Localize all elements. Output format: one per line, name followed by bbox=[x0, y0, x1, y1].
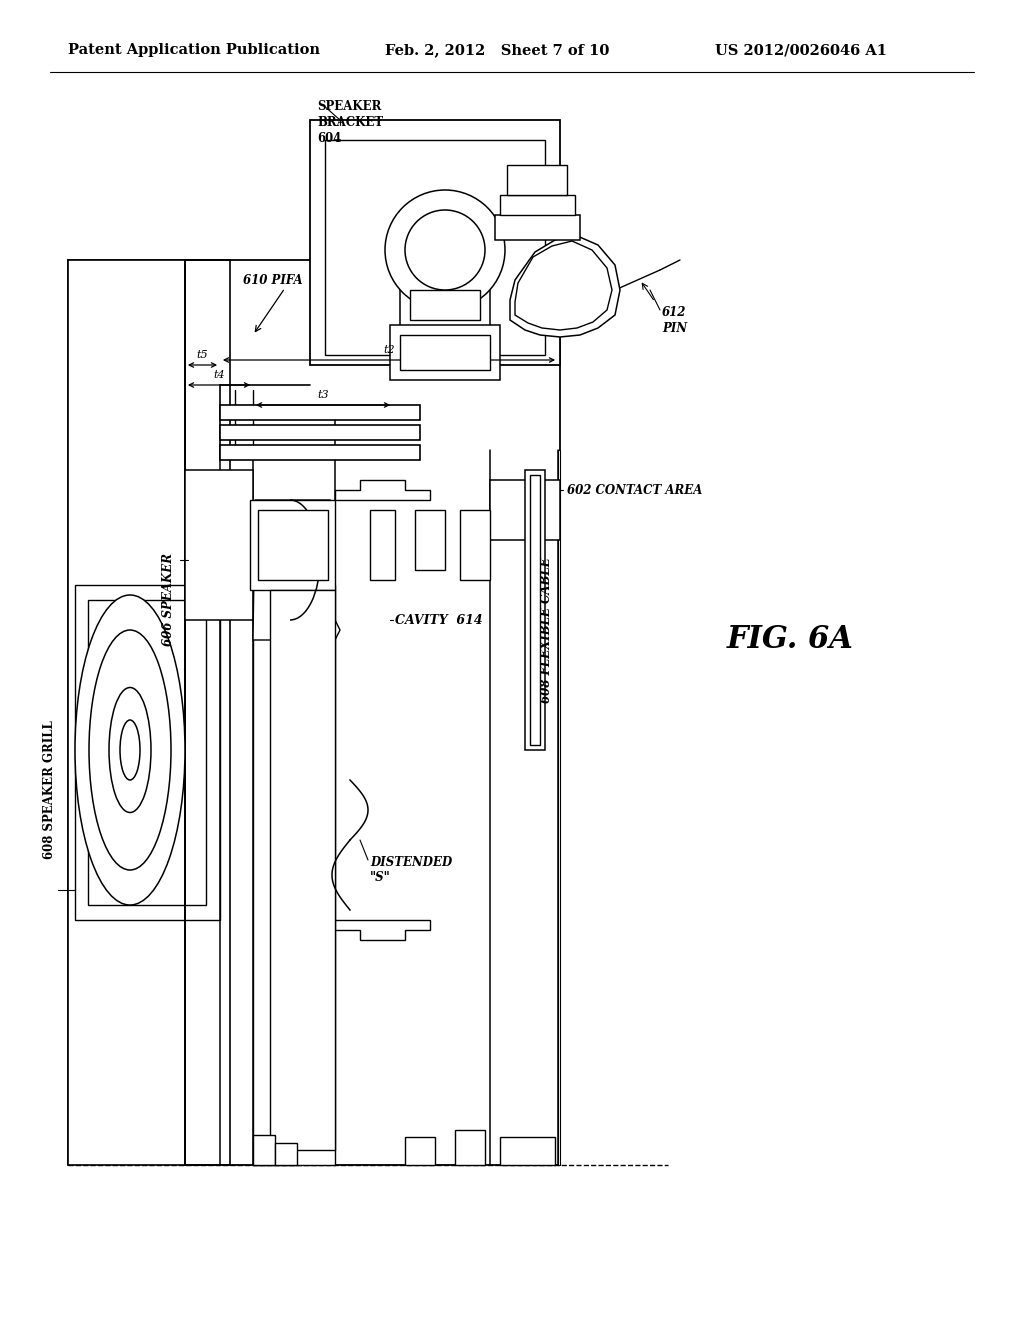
Text: SPEAKER
BRACKET
604: SPEAKER BRACKET 604 bbox=[317, 100, 383, 145]
Text: US 2012/0026046 A1: US 2012/0026046 A1 bbox=[715, 44, 887, 57]
Bar bbox=[75, 585, 220, 920]
Bar bbox=[310, 120, 560, 366]
Polygon shape bbox=[370, 510, 395, 579]
Text: CAVITY  614: CAVITY 614 bbox=[395, 614, 482, 627]
Text: t4: t4 bbox=[213, 370, 225, 380]
Bar bbox=[500, 195, 575, 215]
Polygon shape bbox=[510, 235, 620, 337]
Text: t5: t5 bbox=[197, 350, 208, 360]
Bar bbox=[406, 1137, 435, 1166]
Bar bbox=[525, 470, 545, 750]
Text: 606 SPEAKER: 606 SPEAKER bbox=[162, 553, 175, 647]
Bar bbox=[270, 590, 335, 1150]
Polygon shape bbox=[335, 480, 430, 500]
Text: 610 PIFA: 610 PIFA bbox=[244, 273, 303, 286]
Text: 602 CONTACT AREA: 602 CONTACT AREA bbox=[567, 483, 702, 496]
Bar bbox=[325, 140, 545, 355]
Text: t2: t2 bbox=[383, 345, 395, 355]
Text: 608 SPEAKER GRILL: 608 SPEAKER GRILL bbox=[43, 721, 56, 859]
Bar bbox=[558, 450, 560, 1166]
Bar bbox=[530, 475, 540, 744]
Text: DISTENDED
"S": DISTENDED "S" bbox=[370, 855, 453, 884]
Bar bbox=[400, 280, 490, 330]
Bar bbox=[275, 1143, 297, 1166]
Bar bbox=[253, 1135, 275, 1166]
Bar bbox=[490, 480, 560, 540]
Circle shape bbox=[406, 210, 485, 290]
Bar bbox=[390, 325, 500, 380]
Polygon shape bbox=[253, 500, 340, 640]
Polygon shape bbox=[185, 470, 253, 620]
Text: t3: t3 bbox=[317, 389, 329, 400]
Bar bbox=[253, 585, 335, 1166]
Bar bbox=[185, 260, 560, 1166]
Polygon shape bbox=[515, 242, 612, 330]
Bar bbox=[500, 1137, 555, 1166]
Bar bbox=[88, 601, 206, 906]
Bar bbox=[220, 425, 420, 440]
Text: FIG. 6A: FIG. 6A bbox=[727, 624, 853, 656]
Bar bbox=[220, 405, 420, 420]
Bar bbox=[410, 290, 480, 319]
Ellipse shape bbox=[75, 595, 185, 906]
Polygon shape bbox=[460, 510, 490, 579]
Ellipse shape bbox=[89, 630, 171, 870]
Ellipse shape bbox=[109, 688, 151, 813]
Text: 608 FLEXIBLE CABLE: 608 FLEXIBLE CABLE bbox=[540, 557, 553, 702]
Bar bbox=[495, 215, 580, 240]
Text: Patent Application Publication: Patent Application Publication bbox=[68, 44, 319, 57]
Bar bbox=[258, 510, 328, 579]
Text: 612
PIN: 612 PIN bbox=[662, 305, 687, 334]
Circle shape bbox=[385, 190, 505, 310]
Bar bbox=[220, 445, 420, 459]
Polygon shape bbox=[335, 920, 430, 940]
Text: Feb. 2, 2012   Sheet 7 of 10: Feb. 2, 2012 Sheet 7 of 10 bbox=[385, 44, 609, 57]
Bar bbox=[68, 260, 230, 1166]
Bar bbox=[250, 500, 335, 590]
Bar bbox=[455, 1130, 485, 1166]
Ellipse shape bbox=[120, 719, 140, 780]
Bar bbox=[400, 335, 490, 370]
Bar bbox=[507, 165, 567, 195]
Polygon shape bbox=[415, 510, 445, 570]
